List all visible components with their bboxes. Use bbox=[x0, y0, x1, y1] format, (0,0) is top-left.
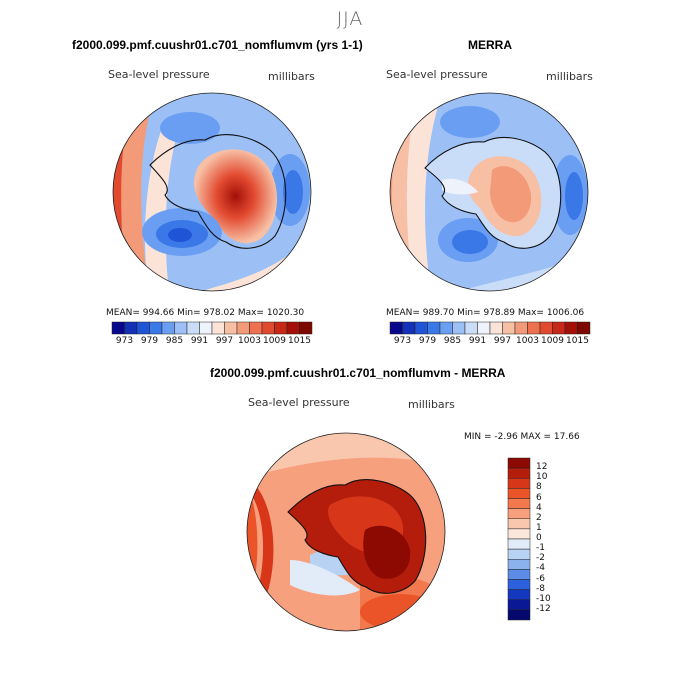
obs-colorbar-tick-label: 997 bbox=[493, 336, 512, 346]
diff-colorbar-swatch bbox=[507, 457, 531, 469]
diff-colorbar-swatch bbox=[507, 518, 531, 530]
diff-colorbar-swatch bbox=[507, 559, 531, 570]
diff-variable-label: Sea-level pressure bbox=[248, 396, 350, 409]
diff-colorbar-swatch bbox=[507, 609, 531, 621]
model-stats: MEAN= 994.66 Min= 978.02 Max= 1020.30 bbox=[106, 308, 305, 318]
obs-stats: MEAN= 989.70 Min= 978.89 Max= 1006.06 bbox=[386, 308, 585, 318]
model-colorbar-tick-label: 1009 bbox=[263, 336, 286, 346]
diff-colorbar-tick-label: 6 bbox=[536, 492, 542, 503]
diff-colorbar-swatch bbox=[507, 569, 531, 580]
obs-colorbar-tick-label: 973 bbox=[393, 336, 412, 346]
model-colorbar-tick-label: 997 bbox=[215, 336, 234, 346]
diff-colorbar-tick-label: -1 bbox=[536, 543, 545, 554]
diff-colorbar-tick-label: -8 bbox=[536, 583, 545, 594]
model-colorbar-tick-label: 1003 bbox=[238, 336, 261, 346]
obs-units-label: millibars bbox=[546, 70, 593, 83]
model-panel-title: f2000.099.pmf.cuushr01.c701_nomflumvm (y… bbox=[72, 38, 363, 52]
model-units-label: millibars bbox=[268, 70, 315, 83]
obs-colorbar-tick-label: 1009 bbox=[541, 336, 564, 346]
diff-colorbar-swatch bbox=[507, 579, 531, 590]
obs-variable-label: Sea-level pressure bbox=[386, 68, 488, 81]
diff-colorbar-tick-label: -4 bbox=[536, 563, 545, 574]
diff-colorbar-swatch bbox=[507, 488, 531, 499]
diff-colorbar-swatch bbox=[507, 599, 531, 611]
model-colorbar-swatch bbox=[299, 321, 313, 335]
diff-colorbar-tick-label: -2 bbox=[536, 553, 545, 564]
obs-panel-title: MERRA bbox=[468, 38, 512, 52]
diff-colorbar-swatch bbox=[507, 467, 531, 479]
obs-colorbar-tick-label: 1003 bbox=[516, 336, 539, 346]
diff-colorbar-swatch bbox=[507, 478, 531, 489]
diff-units-label: millibars bbox=[408, 398, 455, 411]
diff-colorbar-swatch bbox=[507, 508, 531, 519]
diff-colorbar-tick-label: 8 bbox=[536, 482, 542, 493]
diff-colorbar-tick-label: 4 bbox=[536, 502, 542, 513]
diff-colorbar-swatch bbox=[507, 589, 531, 600]
obs-colorbar-tick-label: 985 bbox=[443, 336, 462, 346]
diff-colorbar-tick-label: -6 bbox=[536, 573, 545, 584]
model-colorbar-tick-label: 985 bbox=[165, 336, 184, 346]
diff-colorbar-tick-label: 1 bbox=[536, 522, 542, 533]
obs-colorbar-swatch bbox=[577, 321, 591, 335]
diff-colorbar-swatch bbox=[507, 538, 531, 550]
model-colorbar-tick-label: 991 bbox=[190, 336, 209, 346]
diff-colorbar-tick-label: 0 bbox=[536, 533, 542, 543]
diff-colorbar-tick-label: 12 bbox=[536, 462, 548, 473]
diff-colorbar-tick-label: -10 bbox=[536, 593, 551, 604]
diff-colorbar-tick-label: 2 bbox=[536, 512, 542, 523]
obs-colorbar-tick-label: 979 bbox=[418, 336, 437, 346]
obs-colorbar-tick-label: 1015 bbox=[566, 336, 589, 346]
diff-colorbar-swatch bbox=[507, 498, 531, 509]
diff-colorbar-tick-label: 10 bbox=[536, 472, 548, 483]
diff-stats: MIN = -2.96 MAX = 17.66 bbox=[464, 432, 580, 442]
diff-panel-title: f2000.099.pmf.cuushr01.c701_nomflumvm - … bbox=[210, 366, 506, 380]
diff-colorbar-swatch bbox=[507, 548, 531, 560]
model-colorbar-tick-label: 979 bbox=[140, 336, 159, 346]
diff-colorbar-tick-label: -12 bbox=[536, 603, 551, 614]
season-title: JJA bbox=[336, 8, 364, 30]
diff-colorbar-swatch bbox=[507, 528, 531, 540]
model-colorbar-tick-label: 1015 bbox=[288, 336, 311, 346]
model-variable-label: Sea-level pressure bbox=[108, 68, 210, 81]
model-colorbar-tick-label: 973 bbox=[115, 336, 134, 346]
obs-colorbar-tick-label: 991 bbox=[468, 336, 487, 346]
